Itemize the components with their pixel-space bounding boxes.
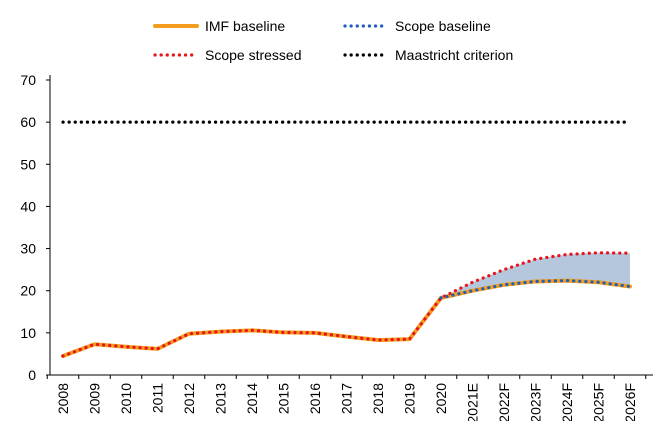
- x-tick-label: 2023F: [528, 383, 544, 421]
- x-tick-label: 2026F: [622, 383, 638, 421]
- data-point: [502, 268, 506, 272]
- data-point: [187, 120, 191, 124]
- data-point: [471, 120, 475, 124]
- data-point: [187, 332, 191, 336]
- legend-label: Maastricht criterion: [395, 47, 513, 63]
- data-point: [124, 345, 128, 349]
- data-point: [565, 279, 569, 283]
- data-point: [156, 347, 160, 351]
- x-tick-label: 2016: [307, 383, 323, 414]
- data-point: [250, 120, 254, 124]
- legend-label: IMF baseline: [205, 18, 285, 34]
- data-point: [597, 280, 601, 284]
- data-point: [282, 330, 286, 334]
- axes: 0 10 20 30 40 50 60 70 2008 2009 2010 2011 2012 2013 2…: [20, 72, 653, 423]
- data-point: [597, 251, 601, 255]
- data-point: [408, 337, 412, 341]
- legend-item-scope-stressed: Scope stressed: [153, 47, 302, 63]
- legend-item-maastricht-criterion: Maastricht criterion: [343, 47, 513, 63]
- data-point: [502, 120, 506, 124]
- x-tick-label: 2014: [244, 383, 260, 414]
- data-point: [282, 120, 286, 124]
- data-point: [439, 120, 443, 124]
- x-tick-label: 2018: [370, 383, 386, 414]
- data-point: [408, 120, 412, 124]
- data-point: [471, 280, 475, 284]
- series-scope-stressed: [61, 251, 632, 358]
- y-tick-label: 40: [20, 198, 36, 214]
- x-tick-label: 2010: [118, 383, 134, 414]
- data-point: [534, 120, 538, 124]
- y-tick-label: 30: [20, 241, 36, 257]
- y-tick-label: 0: [28, 367, 36, 383]
- data-point: [250, 328, 254, 332]
- y-tick-label: 60: [20, 114, 36, 130]
- legend-item-scope-baseline: Scope baseline: [343, 18, 491, 34]
- x-tick-label: 2012: [181, 383, 197, 414]
- data-point: [93, 120, 97, 124]
- data-point: [534, 279, 538, 283]
- data-point: [628, 251, 632, 255]
- data-point: [156, 120, 160, 124]
- series-line-imf-baseline: [61, 278, 632, 359]
- data-point: [628, 120, 632, 124]
- data-point: [61, 354, 65, 358]
- data-point: [313, 331, 317, 335]
- data-point: [313, 120, 317, 124]
- data-point: [534, 257, 538, 261]
- data-point: [61, 120, 65, 124]
- series-maastricht-criterion: [61, 120, 632, 124]
- series-layer: [61, 120, 632, 359]
- legend: IMF baseline Scope baseline Scope stressed…: [153, 18, 513, 63]
- data-point: [439, 296, 443, 300]
- data-point: [93, 342, 97, 346]
- data-point: [502, 283, 506, 287]
- data-point: [471, 289, 475, 293]
- data-point: [219, 120, 223, 124]
- data-point: [597, 120, 601, 124]
- x-tick-label: 2009: [87, 383, 103, 414]
- x-tick-label: 2017: [339, 383, 355, 414]
- legend-label: Scope stressed: [205, 47, 302, 63]
- x-tick-label: 2021E: [465, 383, 481, 421]
- data-point: [219, 330, 223, 334]
- x-tick-label: 2020: [433, 383, 449, 414]
- y-tick-label: 20: [20, 283, 36, 299]
- x-tick-label: 2025F: [591, 383, 607, 421]
- data-point: [345, 120, 349, 124]
- data-point: [376, 120, 380, 124]
- series-line-scope-baseline: [439, 278, 632, 300]
- series-imf-baseline: [61, 278, 632, 359]
- series-scope-baseline: [439, 278, 632, 300]
- x-tick-label: 2022F: [496, 383, 512, 421]
- y-tick-label: 10: [20, 325, 36, 341]
- x-tick-label: 2011: [150, 383, 166, 413]
- y-tick-label: 70: [20, 72, 36, 88]
- x-tick-label: 2024F: [559, 383, 575, 421]
- data-point: [628, 285, 632, 289]
- x-tick-label: 2019: [402, 383, 418, 414]
- data-point: [345, 335, 349, 339]
- series-line-scope-stressed: [61, 251, 632, 358]
- x-tick-label: 2008: [55, 383, 71, 414]
- data-point: [124, 120, 128, 124]
- legend-label: Scope baseline: [395, 18, 491, 34]
- x-tick-label: 2013: [213, 383, 229, 414]
- y-tick-label: 50: [20, 156, 36, 172]
- legend-item-imf-baseline: IMF baseline: [153, 18, 285, 34]
- data-point: [565, 252, 569, 256]
- data-point: [565, 120, 569, 124]
- x-tick-label: 2015: [276, 383, 292, 414]
- data-point: [376, 338, 380, 342]
